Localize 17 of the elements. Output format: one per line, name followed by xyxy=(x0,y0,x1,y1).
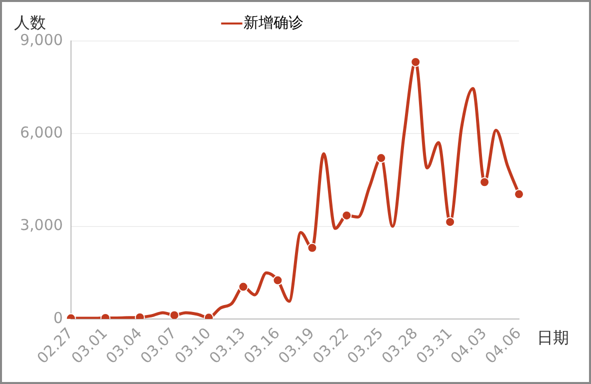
point xyxy=(480,177,490,188)
y-tick-label: 6,000 xyxy=(20,124,63,142)
point xyxy=(445,216,456,227)
point xyxy=(514,189,524,200)
y-tick-label: 3,000 xyxy=(20,216,63,234)
point xyxy=(376,153,386,164)
y-tick-label: 9,000 xyxy=(20,30,63,49)
point xyxy=(169,310,180,319)
y-tick-label: 0 xyxy=(53,308,63,327)
legend-label: 新增确诊 xyxy=(243,13,304,32)
y-axis-title: 人数 xyxy=(14,13,46,32)
x-axis-title: 日期 xyxy=(537,328,569,348)
point xyxy=(410,57,421,67)
point xyxy=(238,282,248,292)
point xyxy=(342,210,352,220)
point xyxy=(307,242,318,253)
point xyxy=(272,275,283,286)
